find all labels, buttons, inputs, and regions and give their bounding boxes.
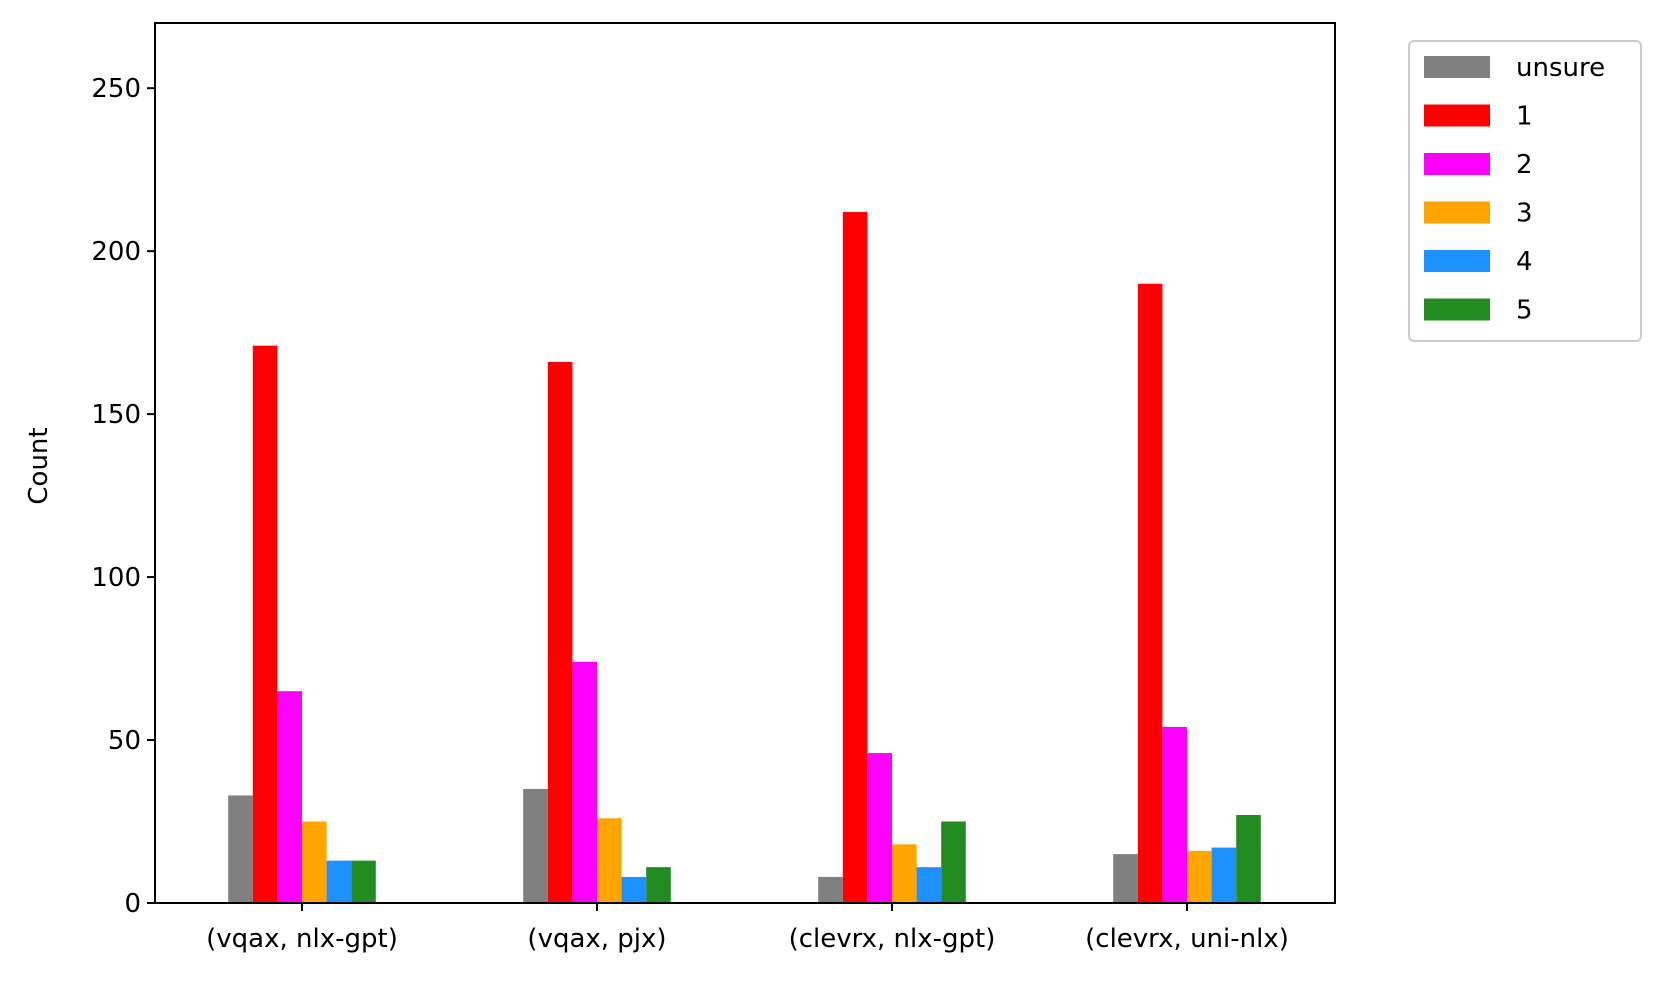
y-tick-label: 250 (91, 74, 141, 104)
bar-4-1 (326, 860, 352, 903)
x-tick-label: (vqax, pjx) (527, 924, 666, 954)
bar-2-2 (572, 661, 597, 903)
legend-swatch-5 (1424, 298, 1490, 321)
y-tick-label: 150 (91, 400, 141, 430)
legend-label-1: 1 (1516, 102, 1533, 132)
bar-1-2 (547, 361, 573, 904)
bar-unsure-1 (228, 795, 253, 903)
y-axis-label: Count (24, 427, 54, 504)
bar-3-3 (892, 844, 917, 903)
legend-label-3: 3 (1516, 199, 1533, 229)
x-tick-label: (vqax, nlx-gpt) (206, 924, 398, 954)
x-tick-label: (clevrx, nlx-gpt) (789, 924, 996, 954)
legend-swatch-3 (1424, 201, 1490, 224)
bar-3-4 (1187, 850, 1212, 903)
plot-frame (154, 22, 1336, 904)
legend-swatch-4 (1424, 250, 1490, 272)
y-tick-label: 50 (108, 726, 141, 756)
bar-4-4 (1211, 847, 1237, 903)
axes-layer: 0 50 100 150 200 250 (vqax, nlx-gpt) (vqax, pjx… (91, 22, 1336, 954)
legend-swatch-unsure (1424, 56, 1490, 78)
legend-label-5: 5 (1516, 296, 1533, 326)
bar-1-4 (1137, 283, 1163, 903)
bar-1-1 (252, 345, 278, 903)
bar-unsure-2 (523, 788, 548, 903)
bars-layer (228, 212, 1261, 904)
bar-3-1 (302, 821, 327, 903)
bar-5-1 (351, 860, 376, 903)
bar-1-3 (842, 212, 868, 904)
bar-2-4 (1162, 727, 1187, 903)
bar-5-4 (1236, 815, 1261, 903)
bar-4-3 (916, 867, 942, 903)
legend-label-4: 4 (1516, 247, 1533, 277)
legend-label-unsure: unsure (1516, 53, 1605, 83)
bar-5-2 (646, 867, 671, 903)
bar-unsure-4 (1113, 854, 1138, 903)
legend: unsure 1 2 3 4 5 (1408, 40, 1642, 342)
x-tick-label: (clevrx, uni-nlx) (1085, 924, 1289, 954)
bar-unsure-3 (818, 876, 843, 903)
legend-swatch-1 (1424, 104, 1490, 127)
bar-2-1 (277, 691, 302, 903)
bar-5-3 (941, 821, 966, 903)
y-tick-label: 100 (91, 563, 141, 593)
y-tick-label: 200 (91, 237, 141, 267)
bar-2-3 (867, 753, 892, 903)
y-tick-label: 0 (124, 889, 141, 919)
bar-3-2 (597, 818, 622, 903)
legend-swatch-2 (1424, 153, 1490, 175)
legend-label-2: 2 (1516, 150, 1533, 180)
bar-4-2 (621, 876, 647, 903)
